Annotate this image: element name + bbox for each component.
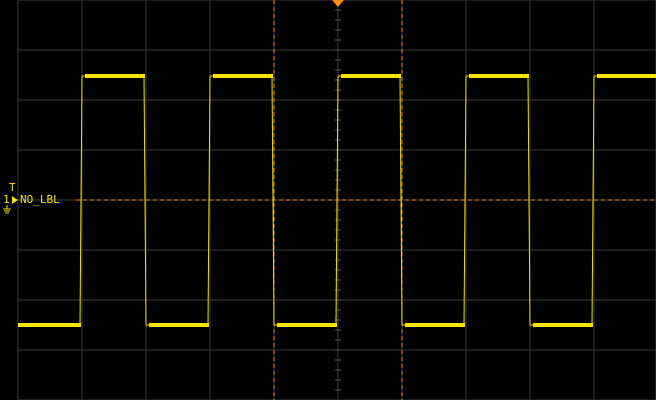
trace-level-segment xyxy=(405,323,465,327)
trace-level-segment xyxy=(341,74,401,78)
trace-level-segment xyxy=(18,323,81,327)
channel-number-label: 1 xyxy=(3,193,10,206)
trace-level-segment xyxy=(85,74,145,78)
orange-triangle-icon[interactable] xyxy=(332,0,344,7)
trace-level-segment xyxy=(533,323,593,327)
channel-name-label: NO_LBL xyxy=(20,193,60,206)
channel-1-offset-marker-icon[interactable] xyxy=(12,196,18,204)
channel-1-trace xyxy=(18,75,656,326)
ground-icon xyxy=(3,205,11,214)
trace-level-segment xyxy=(469,74,529,78)
trace-plateaus xyxy=(18,74,656,327)
trace-level-segment xyxy=(149,323,209,327)
trace-level-segment xyxy=(597,74,656,78)
trace-level-segment xyxy=(213,74,273,78)
trigger-marker-label: T xyxy=(9,181,16,194)
trace-level-segment xyxy=(277,323,337,327)
